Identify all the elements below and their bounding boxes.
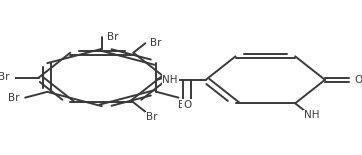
Text: Br: Br <box>151 38 162 48</box>
Text: Br: Br <box>146 112 157 122</box>
Text: Br: Br <box>0 73 9 82</box>
Text: Br: Br <box>8 93 20 103</box>
Text: Br: Br <box>178 100 189 110</box>
Text: NH: NH <box>304 111 319 120</box>
Text: O: O <box>183 100 191 110</box>
Text: Br: Br <box>108 32 119 42</box>
Text: O: O <box>354 75 362 85</box>
Text: NH: NH <box>163 75 178 84</box>
